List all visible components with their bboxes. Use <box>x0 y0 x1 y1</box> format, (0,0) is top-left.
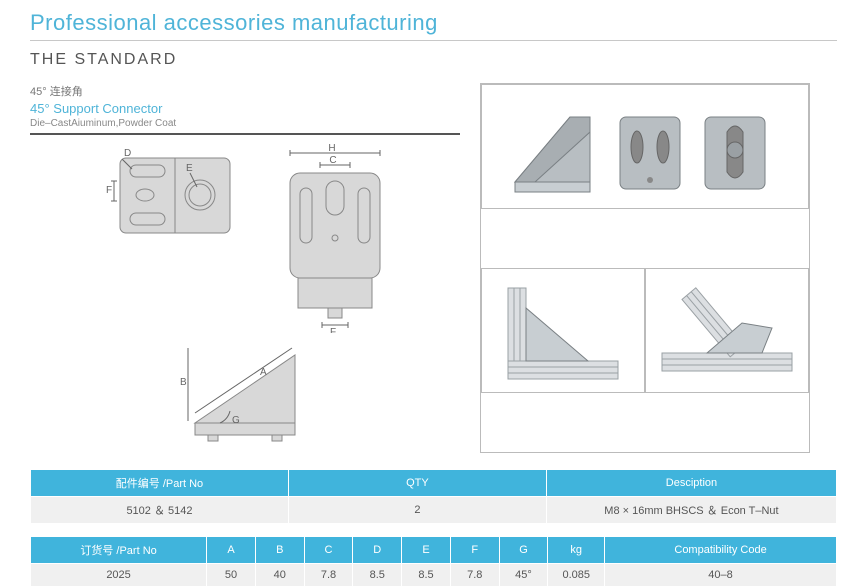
dim-F-left: F <box>106 185 112 196</box>
t1-h1: QTY <box>289 470 546 496</box>
diagram-top-view: D E F <box>90 143 240 243</box>
dim-H: H <box>328 143 335 154</box>
diagram-front-view: H C F <box>270 143 400 333</box>
t2-h1: A <box>207 537 255 563</box>
subtitle: THE STANDARD <box>30 51 837 69</box>
t2-h3: C <box>305 537 353 563</box>
dim-D: D <box>124 148 131 159</box>
photo-assembly-90 <box>481 268 645 393</box>
dim-B: B <box>180 377 187 388</box>
technical-drawings: D E F H C <box>30 143 460 453</box>
dim-C: C <box>329 155 336 166</box>
label-cn: 45° 连接角 <box>30 83 460 99</box>
t2-h6: F <box>451 537 499 563</box>
t2-h9: Compatibility Code <box>605 537 836 563</box>
parts-table: 配件编号 /Part No QTY Desciption 5102 ＆ 5142… <box>30 469 837 524</box>
connector-title: 45° Support Connector <box>30 101 460 116</box>
photo-grid <box>480 83 810 453</box>
t1-h0: 配件编号 /Part No <box>31 470 288 496</box>
photo-assembly-45 <box>645 268 809 393</box>
spec-table: 订货号 /Part No A B C D E F G kg Compatibil… <box>30 536 837 587</box>
t2-h5: E <box>402 537 450 563</box>
t1-h2: Desciption <box>547 470 836 496</box>
t2-h0: 订货号 /Part No <box>31 537 206 563</box>
dim-G: G <box>232 415 240 426</box>
dim-F-bottom: F <box>330 327 336 333</box>
t2-h8: kg <box>548 537 604 563</box>
material-label: Die–CastAiuminum,Powder Coat <box>30 118 460 129</box>
page-title: Professional accessories manufacturing <box>30 10 837 41</box>
t2-h4: D <box>353 537 401 563</box>
table-row: 2025 50 40 7.8 8.5 8.5 7.8 45° 0.085 40–… <box>31 564 836 586</box>
t2-h2: B <box>256 537 304 563</box>
dim-A: A <box>260 367 267 378</box>
t2-h7: G <box>500 537 548 563</box>
table-row: 5102 ＆ 5142 2 M8 × 16mm BHSCS ＆ Econ T–N… <box>31 497 836 523</box>
photo-product-views <box>481 84 809 209</box>
divider <box>30 133 460 135</box>
diagram-side-view: B A G <box>160 343 330 453</box>
dim-E: E <box>186 163 193 174</box>
